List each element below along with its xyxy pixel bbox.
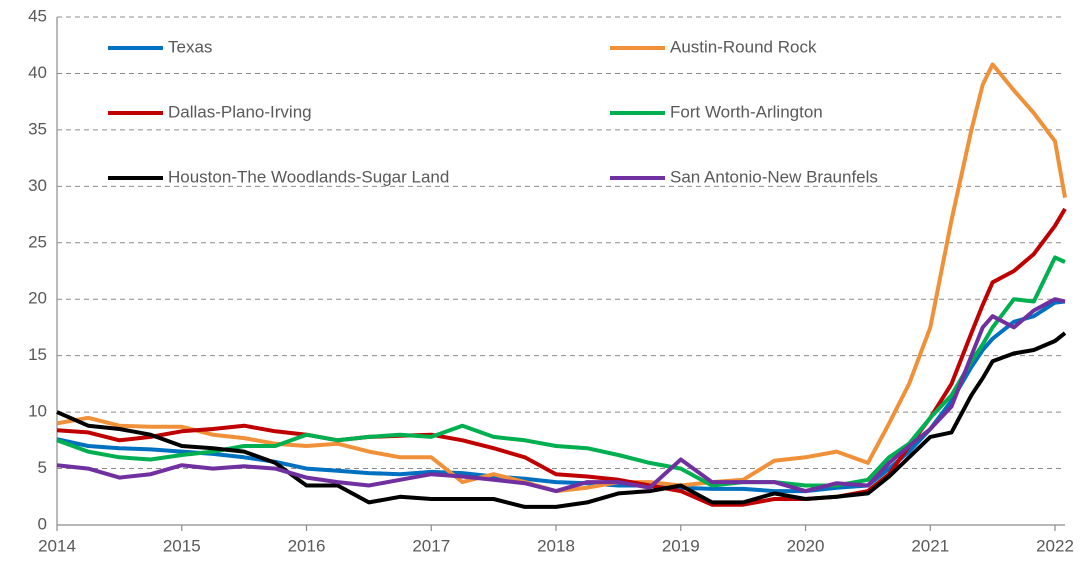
legend-label: San Antonio-New Braunfels xyxy=(670,167,878,186)
series-line xyxy=(56,331,1067,509)
y-tick-label: 20 xyxy=(28,289,47,308)
legend-label: Fort Worth-Arlington xyxy=(670,102,823,121)
x-tick-label: 2019 xyxy=(662,536,700,555)
y-tick-label: 0 xyxy=(38,514,47,533)
y-tick-label: 30 xyxy=(28,176,47,195)
legend-label: Houston-The Woodlands-Sugar Land xyxy=(168,167,449,186)
y-tick-label: 10 xyxy=(28,402,47,421)
legend-label: Texas xyxy=(168,37,212,56)
y-tick-label: 40 xyxy=(28,63,47,82)
y-tick-label: 35 xyxy=(28,119,47,138)
y-tick-label: 5 xyxy=(38,458,47,477)
x-tick-label: 2018 xyxy=(537,536,575,555)
series-line xyxy=(56,297,1066,494)
x-tick-label: 2017 xyxy=(412,536,450,555)
x-tick-label: 2016 xyxy=(288,536,326,555)
x-tick-label: 2014 xyxy=(38,536,76,555)
x-tick-label: 2020 xyxy=(787,536,825,555)
x-tick-label: 2015 xyxy=(163,536,201,555)
x-tick-label: 2022 xyxy=(1036,536,1074,555)
x-tick-label: 2021 xyxy=(911,536,949,555)
legend-label: Dallas-Plano-Irving xyxy=(168,102,312,121)
y-tick-label: 25 xyxy=(28,232,47,251)
series-line xyxy=(56,207,1067,507)
y-tick-label: 15 xyxy=(28,345,47,364)
series-line xyxy=(56,62,1067,494)
series-line xyxy=(56,299,1066,494)
y-tick-label: 45 xyxy=(28,6,47,25)
legend-label: Austin-Round Rock xyxy=(670,37,817,56)
